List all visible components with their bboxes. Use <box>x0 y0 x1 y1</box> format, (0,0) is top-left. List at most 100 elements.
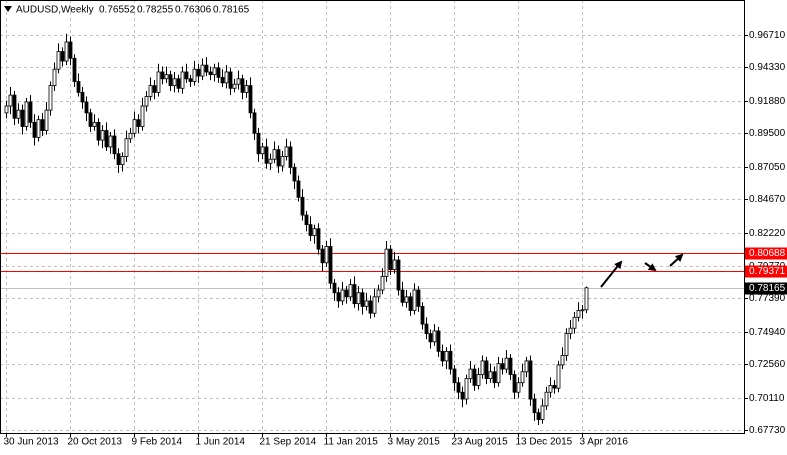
candle-body <box>152 85 157 93</box>
x-tick-label: 9 Feb 2014 <box>132 437 183 448</box>
candle-body <box>188 78 193 82</box>
candle-body <box>224 71 229 84</box>
candle-body <box>540 405 545 420</box>
candle-body <box>536 412 541 420</box>
candle-body <box>128 132 133 140</box>
candle-body <box>144 96 149 107</box>
bid-label: 0.78165 <box>749 283 786 294</box>
candle-body <box>440 350 445 362</box>
candle-body <box>584 287 589 311</box>
candle-body <box>84 101 89 114</box>
candle-body <box>4 105 9 114</box>
candle-body <box>544 391 549 407</box>
candle-body <box>388 248 393 270</box>
candle-body <box>528 360 533 400</box>
candle-body <box>76 81 81 93</box>
candle-body <box>448 350 453 370</box>
candle-body <box>160 71 165 80</box>
candle-body <box>240 78 245 93</box>
candle-body <box>508 357 513 375</box>
candle-body <box>436 330 441 352</box>
candle-body <box>120 156 125 166</box>
candle-body <box>244 85 249 93</box>
levels <box>0 253 744 289</box>
y-tick-label: 0.77390 <box>749 293 786 304</box>
candle-body <box>444 350 449 362</box>
candle-body <box>312 228 317 236</box>
candle-body <box>280 156 285 167</box>
candle-body <box>484 360 489 380</box>
candle-body <box>308 224 313 236</box>
candle-body <box>132 119 137 134</box>
candle-body <box>492 371 497 384</box>
candle-body <box>180 71 185 89</box>
x-tick-label: 30 Jun 2013 <box>4 437 59 448</box>
candle-body <box>80 92 85 103</box>
y-tick-label: 0.84670 <box>749 194 786 205</box>
candle-body <box>12 94 17 119</box>
arrow <box>600 260 623 288</box>
candle-body <box>340 289 345 302</box>
candle-body <box>232 83 237 89</box>
candle-body <box>16 109 21 119</box>
candle-body <box>104 130 109 148</box>
candle-body <box>424 323 429 335</box>
candle-body <box>476 374 481 386</box>
candle-body <box>352 284 357 305</box>
axis: 0.96710 0.94330 0.91880 0.89500 0.87050 0.846… <box>4 30 787 448</box>
candle-body <box>512 374 517 393</box>
candle-body <box>396 259 401 291</box>
candle-body <box>72 57 77 82</box>
candle-body <box>124 138 129 157</box>
candle-body <box>336 292 341 302</box>
y-tick-label: 0.82220 <box>749 228 786 239</box>
candle-body <box>100 130 105 141</box>
candle-body <box>412 289 417 311</box>
candle-body <box>176 78 181 89</box>
candle-body <box>256 132 261 155</box>
candle-body <box>116 153 121 166</box>
candle-body <box>292 166 297 182</box>
candle-body <box>88 112 93 127</box>
candle-body <box>468 368 473 380</box>
candle-body <box>360 292 365 307</box>
candle-body <box>56 51 61 70</box>
level-label-box <box>745 247 787 260</box>
candle-body <box>524 360 529 373</box>
candle-body <box>156 71 161 93</box>
candle-body <box>556 364 561 389</box>
candle-body <box>28 101 33 123</box>
candle-body <box>32 121 37 138</box>
candle-body <box>200 64 205 77</box>
arrow <box>669 253 684 267</box>
candles <box>4 33 589 425</box>
candle-body <box>212 67 217 76</box>
candle-body <box>576 310 581 318</box>
candle-body <box>328 246 333 284</box>
candle-body <box>136 119 141 127</box>
candle-body <box>456 382 461 393</box>
candle-body <box>44 109 49 131</box>
candle-body <box>208 71 213 76</box>
candle-body <box>264 146 269 164</box>
symbol-menu-icon <box>4 6 12 12</box>
candle-body <box>196 68 201 77</box>
arrow <box>644 262 657 272</box>
y-tick-label: 0.87050 <box>749 162 786 173</box>
candle-body <box>428 333 433 343</box>
candle-body <box>356 292 361 305</box>
header-close: 0.78165 <box>213 5 250 16</box>
x-tick-label: 13 Dec 2015 <box>516 437 573 448</box>
candle-body <box>408 296 413 311</box>
x-tick-label: 3 May 2015 <box>388 437 441 448</box>
level-label: 0.79371 <box>749 266 786 277</box>
candle-body <box>108 135 113 148</box>
candle-body <box>400 289 405 303</box>
candle-body <box>460 391 465 400</box>
candle-body <box>148 85 153 97</box>
candle-body <box>172 78 177 86</box>
y-tick-label: 0.96710 <box>749 30 786 41</box>
candle-body <box>452 368 457 384</box>
